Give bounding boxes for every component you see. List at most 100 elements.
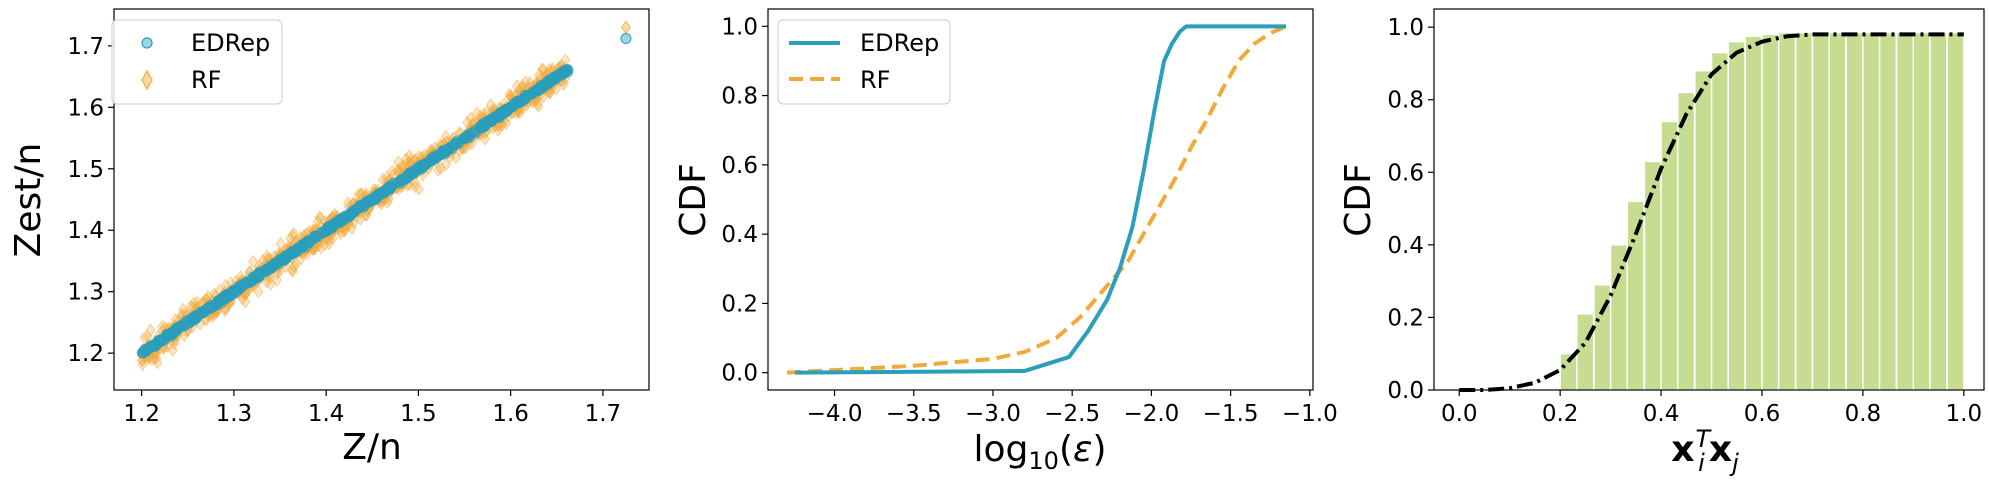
rf-point xyxy=(435,161,446,175)
cdf-bar xyxy=(1660,120,1679,391)
edrep-point xyxy=(266,262,278,274)
edrep-point xyxy=(415,161,427,173)
scatter-y-tick-label: 1.7 xyxy=(67,34,104,60)
similarity-cdf-y-tick-label: 0.8 xyxy=(1387,88,1424,114)
rf-point xyxy=(289,259,300,274)
cdf-bar xyxy=(1761,33,1780,391)
scatter-y-tick-label: 1.3 xyxy=(67,280,104,306)
similarity-cdf-x-axis-label: xT i xj xyxy=(1671,425,1739,477)
scatter-y-tick-label: 1.5 xyxy=(67,157,104,183)
scatter-x-tick-label: 1.3 xyxy=(216,401,253,427)
legend-edrep-marker xyxy=(141,37,153,49)
edrep-point xyxy=(212,295,224,307)
cdf-bar xyxy=(1878,31,1898,391)
rf-point xyxy=(361,208,372,222)
rf-point xyxy=(468,116,479,131)
cdf-bar xyxy=(1828,31,1847,391)
rf-point xyxy=(145,323,156,337)
edrep-point xyxy=(346,207,358,219)
similarity-cdf-ticks: 0.0 0.2 0.4 0.6 0.8 1.0 0.0 0.2 0.4 0.6 0.8 1.0 xyxy=(1387,15,1982,427)
edrep-point xyxy=(383,181,395,193)
cdf-bar xyxy=(1694,69,1713,391)
edrep-point xyxy=(514,95,526,107)
similarity-cdf-x-tick-label: 1.0 xyxy=(1946,401,1983,427)
error-cdf-x-axis-label: log10(ε) xyxy=(974,429,1107,475)
scatter-plot-area xyxy=(136,20,632,372)
similarity-cdf-y-tick-label: 0.0 xyxy=(1387,378,1424,404)
rf-point xyxy=(501,116,512,131)
error-cdf-x-tick-label: −1.5 xyxy=(1203,401,1259,427)
error-cdf-y-tick-label: 0.8 xyxy=(721,84,758,110)
cdf-bar xyxy=(1710,51,1730,391)
scatter-x-tick-label: 1.5 xyxy=(400,401,437,427)
rf-point xyxy=(485,97,496,112)
cdf-bar xyxy=(1676,91,1696,391)
panel-scatter: 1.2 1.3 1.4 1.5 1.6 1.7 1.2 1.3 1.4 1.5 1.6 1.7 Z/n… xyxy=(8,8,650,468)
scatter-x-axis-label: Z/n xyxy=(342,427,402,468)
scatter-x-tick-label: 1.6 xyxy=(492,401,529,427)
legend-edrep-label: EDRep xyxy=(191,29,270,57)
cdf-bar xyxy=(1744,35,1763,391)
edrep-cdf-line xyxy=(794,24,1287,375)
edrep-point xyxy=(403,169,415,181)
scatter-x-tick-label: 1.2 xyxy=(123,401,160,427)
rf-cdf-line xyxy=(786,24,1287,375)
rf-point xyxy=(620,20,631,35)
error-cdf-y-tick-label: 0.2 xyxy=(721,291,758,317)
edrep-point xyxy=(544,75,556,87)
edrep-point xyxy=(340,210,352,222)
legend-rf-marker xyxy=(141,69,153,91)
similarity-cdf-x-tick-label: 0.2 xyxy=(1542,401,1579,427)
edrep-point xyxy=(560,65,572,77)
edrep-point xyxy=(369,191,381,203)
cdf-bar xyxy=(1912,31,1931,391)
legend-rf-line-label: RF xyxy=(860,66,890,94)
rf-point xyxy=(472,106,483,121)
similarity-cdf-y-axis-label: CDF xyxy=(1338,163,1379,237)
edrep-point xyxy=(495,106,507,118)
similarity-cdf-plot-area xyxy=(1459,31,1965,392)
similarity-cdf-x-tick-label: 0.4 xyxy=(1643,401,1680,427)
rf-point xyxy=(440,158,451,172)
edrep-point xyxy=(501,104,513,116)
scatter-y-tick-label: 1.4 xyxy=(67,218,104,244)
edrep-point xyxy=(140,346,152,358)
error-cdf-frame xyxy=(767,8,1314,391)
rf-point xyxy=(414,182,425,196)
similarity-cdf-x-tick-label: 0.8 xyxy=(1845,401,1882,427)
edrep-point xyxy=(221,289,233,301)
similarity-cdf-x-tick-label: 0.0 xyxy=(1441,401,1478,427)
edrep-point xyxy=(476,120,488,132)
error-cdf-plot-area xyxy=(786,24,1287,375)
edrep-point xyxy=(188,314,200,326)
edrep-point xyxy=(177,319,189,331)
scatter-legend-box xyxy=(111,19,283,105)
edrep-point xyxy=(429,152,441,164)
edrep-point xyxy=(339,214,351,226)
similarity-cdf-frame xyxy=(1433,8,1985,391)
cdf-bar xyxy=(1862,31,1881,391)
error-cdf-y-axis-label: CDF xyxy=(673,163,714,237)
rf-point xyxy=(387,164,398,179)
edrep-point xyxy=(322,221,334,233)
error-cdf-x-tick-label: −4.0 xyxy=(807,401,863,427)
edrep-point xyxy=(287,247,299,259)
panel-similarity-cdf: 0.0 0.2 0.4 0.6 0.8 1.0 0.0 0.2 0.4 0.6 0.8 1.0 xT i… xyxy=(1338,8,1985,477)
similarity-cdf-y-tick-label: 0.6 xyxy=(1387,160,1424,186)
rf-point xyxy=(188,296,199,310)
error-cdf-y-tick-label: 0.4 xyxy=(721,222,758,248)
rf-point xyxy=(178,302,189,317)
cdf-bar xyxy=(1811,31,1831,391)
scatter-frame xyxy=(113,8,650,391)
edrep-point xyxy=(485,116,497,128)
scatter-legend: EDRep RF xyxy=(111,19,283,105)
rf-point xyxy=(514,106,525,120)
legend-edrep-line-label: EDRep xyxy=(860,29,939,57)
scatter-ticks: 1.2 1.3 1.4 1.5 1.6 1.7 1.2 1.3 1.4 1.5 1.6 1.7 xyxy=(67,34,621,427)
rf-point xyxy=(287,228,298,243)
theoretical-cdf-curve xyxy=(1459,32,1964,392)
similarity-cdf-y-tick-label: 1.0 xyxy=(1387,15,1424,41)
edrep-point xyxy=(450,138,462,150)
cdf-bar xyxy=(1946,31,1965,391)
